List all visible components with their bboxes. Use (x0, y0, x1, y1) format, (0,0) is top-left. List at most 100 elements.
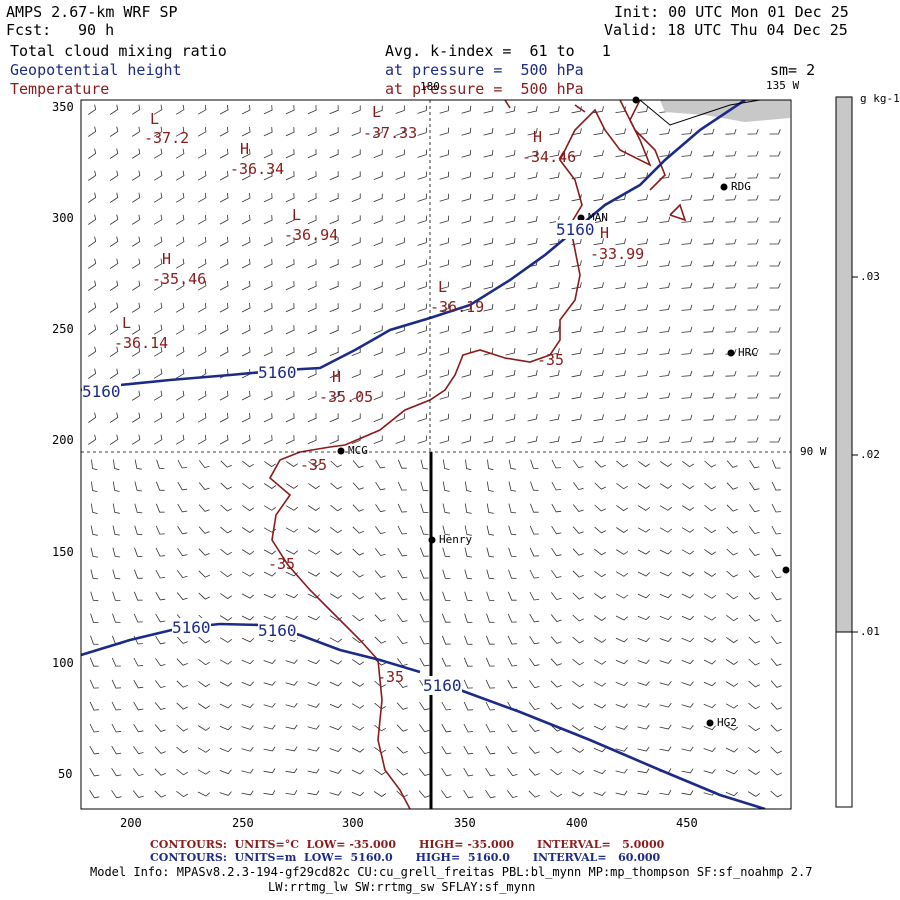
wind-barb (263, 105, 273, 115)
wind-barb (637, 370, 649, 377)
wind-barb (329, 593, 343, 599)
wind-barb (176, 658, 188, 666)
wind-barb (637, 702, 650, 708)
wind-barb (572, 636, 584, 644)
wind-barb (375, 481, 386, 491)
wind-barb (197, 258, 207, 269)
wind-barb (485, 657, 495, 667)
wind-barb (375, 459, 386, 469)
wind-barb (725, 216, 737, 223)
wind-barb (351, 171, 361, 180)
wind-barb (771, 459, 781, 469)
wind-barb (439, 149, 450, 158)
wind-barb (463, 657, 473, 667)
wind-barb (529, 569, 540, 579)
wind-barb (527, 216, 538, 224)
wind-barb (131, 346, 141, 357)
wind-barb (486, 613, 495, 623)
wind-barb (442, 591, 451, 601)
wind-barb (637, 238, 649, 245)
wind-barb (659, 615, 672, 621)
wind-barb (572, 614, 584, 622)
wind-barb (263, 149, 273, 159)
wind-barb (285, 325, 295, 335)
wind-barb (637, 593, 650, 599)
wind-barb (329, 615, 343, 621)
wind-barb (637, 681, 650, 686)
wind-barb (111, 790, 122, 799)
wind-barb (439, 215, 450, 224)
wind-barb (486, 635, 495, 645)
wind-barb (549, 150, 560, 158)
wind-barb (197, 324, 207, 335)
wind-barb (374, 636, 386, 644)
wind-barb (134, 525, 143, 536)
wind-barb (505, 347, 516, 356)
wind-barb (241, 126, 251, 137)
wind-barb (329, 325, 339, 335)
wind-barb (351, 215, 361, 224)
wind-barb (505, 435, 516, 444)
wind-barb (615, 593, 629, 599)
wind-barb (330, 504, 342, 512)
wind-barb (133, 679, 144, 689)
x-tick: 200 (120, 816, 142, 830)
wind-barb (681, 216, 693, 223)
wind-barb (681, 282, 693, 289)
wind-barb (133, 723, 144, 733)
wind-barb (615, 348, 626, 355)
wind-barb (507, 679, 518, 689)
wind-barb (725, 392, 737, 399)
wind-barb (505, 193, 516, 202)
k-index-avg: Avg. k-index = 61 to 1 (385, 42, 611, 60)
wind-barb (197, 170, 207, 181)
wind-barb (90, 613, 99, 623)
wind-barb (375, 526, 386, 535)
wind-barb (329, 369, 339, 379)
wind-barb (485, 767, 496, 777)
wind-barb (703, 725, 716, 731)
wind-barb (527, 370, 538, 378)
wind-barb (375, 504, 386, 513)
wind-barb (508, 547, 517, 557)
wind-barb (197, 302, 207, 313)
wind-barb (395, 281, 405, 290)
wind-barb (464, 591, 473, 602)
wind-barb (197, 747, 211, 753)
wind-barb (351, 791, 364, 797)
wind-barb (748, 592, 760, 600)
wind-barb (241, 637, 254, 643)
wind-barb (637, 194, 649, 201)
wind-barb (307, 527, 321, 533)
wind-barb (132, 768, 144, 777)
wind-barb (351, 725, 365, 731)
wind-barb (131, 104, 141, 115)
wind-barb (111, 679, 121, 689)
wind-barb (637, 106, 649, 113)
wind-barb (241, 258, 251, 269)
wind-barb (616, 527, 629, 533)
wind-barb (681, 348, 693, 355)
wind-barb (351, 303, 361, 312)
temp-label: -35 (377, 668, 405, 686)
wind-barb (285, 659, 298, 664)
wind-barb (505, 325, 516, 334)
wind-barb (307, 347, 317, 357)
wind-barb (330, 460, 342, 468)
wind-barb (571, 747, 585, 753)
label-180: 180 (420, 80, 440, 93)
wind-barb (417, 237, 427, 246)
forecast-label: Fcst: (6, 21, 52, 39)
station-label: Henry (439, 533, 473, 546)
wind-barb (112, 591, 121, 601)
wind-barb (771, 525, 782, 535)
wind-barb (197, 390, 207, 401)
y-tick: 200 (52, 433, 74, 447)
wind-barb (131, 214, 141, 225)
wind-barb (88, 434, 97, 445)
wind-barb (703, 637, 717, 643)
wind-barb (131, 368, 141, 379)
wind-barb (109, 324, 119, 335)
wind-barb (571, 791, 585, 797)
wind-barb (571, 304, 582, 312)
